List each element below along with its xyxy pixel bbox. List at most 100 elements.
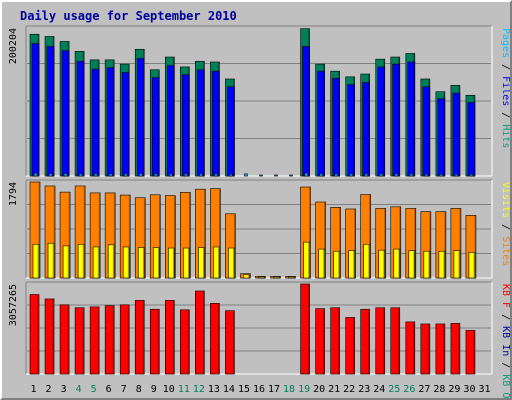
x-tick-label-23: 23: [358, 384, 370, 395]
bar-kbytes-kb-f-day24: [375, 307, 386, 375]
bar-hits-pages-day24: [379, 173, 384, 177]
bar-visits-visits-day13: [213, 246, 220, 279]
bar-visits-visits-day21: [333, 250, 340, 279]
bar-kbytes-kb-f-day25: [390, 307, 401, 375]
x-tick-label-16: 16: [253, 384, 265, 395]
x-tick-label-30: 30: [463, 384, 475, 395]
bar-visits-visits-day22: [348, 250, 355, 279]
bar-visits-visits-day20: [318, 248, 325, 279]
x-tick-label-24: 24: [373, 384, 385, 395]
legend-part: Files: [500, 76, 510, 106]
bar-kbytes-kb-f-day14: [225, 310, 235, 375]
legend-part: /: [500, 218, 510, 236]
x-tick-label-15: 15: [238, 384, 250, 395]
bar-kbytes-kb-f-day4: [74, 307, 85, 375]
x-tick-label-19: 19: [298, 384, 310, 395]
bar-kbytes-kb-f-day19: [300, 283, 310, 375]
bar-kbytes-kb-f-day8: [134, 300, 145, 375]
x-tick-label-6: 6: [106, 384, 112, 395]
bar-kbytes-kb-f-day27: [420, 323, 431, 375]
legend-part: /: [500, 106, 510, 124]
max-label-kbytes: 3057265: [8, 284, 19, 326]
bar-kbytes-kb-f-day3: [59, 304, 70, 375]
x-tick-label-7: 7: [121, 384, 127, 395]
bar-kbytes-kb-f-day22: [345, 317, 355, 375]
bar-kbytes-kb-f-day29: [450, 323, 461, 375]
bar-visits-visits-day9: [152, 247, 160, 279]
bar-visits-visits-day2: [47, 242, 55, 279]
bar-hits-pages-day19: [304, 172, 308, 177]
bar-kbytes-kb-f-day7: [119, 304, 130, 375]
bar-hits-pages-day12: [199, 173, 203, 177]
bar-kbytes-kb-f-day30: [465, 330, 476, 375]
bar-hits-pages-day25: [394, 173, 399, 177]
x-tick-label-9: 9: [151, 384, 157, 395]
bar-visits-visits-day29: [453, 250, 461, 279]
bar-hits-pages-day14: [229, 173, 233, 177]
bar-hits-pages-day20: [319, 173, 323, 177]
bar-kbytes-kb-f-day12: [195, 290, 205, 375]
bar-hits-pages-day9: [153, 173, 158, 177]
x-tick-label-2: 2: [46, 384, 52, 395]
legend-part: /: [500, 58, 510, 76]
bar-kbytes-kb-f-day2: [44, 298, 55, 375]
bar-visits-visits-day28: [438, 250, 446, 279]
x-tick-label-4: 4: [76, 384, 82, 395]
bar-kbytes-kb-f-day10: [164, 300, 175, 375]
bar-hits-pages-day22: [349, 173, 353, 177]
x-tick-label-10: 10: [163, 384, 175, 395]
max-label-visits: 1794: [8, 182, 19, 206]
x-tick-label-14: 14: [223, 384, 235, 395]
legend-part: Sites: [500, 236, 510, 266]
bar-visits-visits-day10: [167, 247, 175, 279]
bar-visits-visits-day27: [423, 250, 431, 279]
bar-visits-visits-day24: [378, 249, 386, 279]
x-tick-label-1: 1: [31, 384, 37, 395]
legend-part: Hits: [500, 124, 510, 148]
legend-label-visits: Visits / Sites: [500, 182, 510, 266]
max-label-hits: 200204: [8, 28, 19, 64]
bar-hits-pages-day28: [439, 173, 444, 177]
bar-hits-pages-day15: [244, 173, 248, 177]
x-tick-label-28: 28: [433, 384, 445, 395]
legend-part: KB F: [500, 284, 510, 308]
bar-visits-visits-day17: [273, 276, 280, 279]
bar-hits-pages-day5: [93, 173, 98, 177]
bar-kbytes-kb-f-day21: [330, 307, 340, 375]
x-tick-label-11: 11: [178, 384, 190, 395]
bar-hits-pages-day17: [274, 174, 278, 177]
bar-hits-pages-day18: [289, 174, 293, 177]
bar-kbytes-kb-f-day28: [435, 323, 446, 375]
legend-label-kbytes: KB F / KB In / KB Out: [500, 284, 510, 398]
bar-visits-visits-day18: [288, 276, 295, 279]
bar-kbytes-kb-f-day1: [29, 294, 40, 375]
bar-visits-visits-day8: [137, 247, 145, 279]
bar-visits-visits-day14: [228, 247, 235, 279]
bar-kbytes-kb-f-day23: [360, 308, 371, 375]
bar-hits-pages-day23: [364, 173, 369, 177]
x-tick-label-31: 31: [478, 384, 490, 395]
bar-hits-pages-day26: [409, 173, 414, 177]
bar-visits-visits-day1: [32, 243, 40, 279]
bar-kbytes-kb-f-day11: [180, 309, 190, 375]
bar-visits-visits-day25: [393, 248, 401, 279]
bar-kbytes-kb-f-day6: [104, 305, 115, 375]
x-tick-label-29: 29: [448, 384, 460, 395]
bar-hits-pages-day21: [334, 173, 338, 177]
bar-visits-visits-day30: [468, 252, 476, 279]
x-tick-label-21: 21: [328, 384, 340, 395]
bar-hits-pages-day3: [63, 173, 68, 177]
bar-hits-pages-day29: [454, 173, 459, 177]
legend-part: Pages: [500, 28, 510, 58]
bar-hits-pages-day6: [108, 173, 113, 177]
bar-visits-visits-day6: [107, 244, 115, 279]
legend-part: KB In: [500, 326, 510, 356]
legend-label-hits: Pages / Files / Hits: [500, 28, 510, 148]
bar-visits-visits-day3: [62, 245, 70, 279]
bar-hits-pages-day2: [48, 173, 53, 177]
legend-part: Visits: [500, 182, 510, 218]
bar-hits-pages-day16: [259, 174, 263, 177]
bar-hits-pages-day4: [78, 173, 83, 177]
